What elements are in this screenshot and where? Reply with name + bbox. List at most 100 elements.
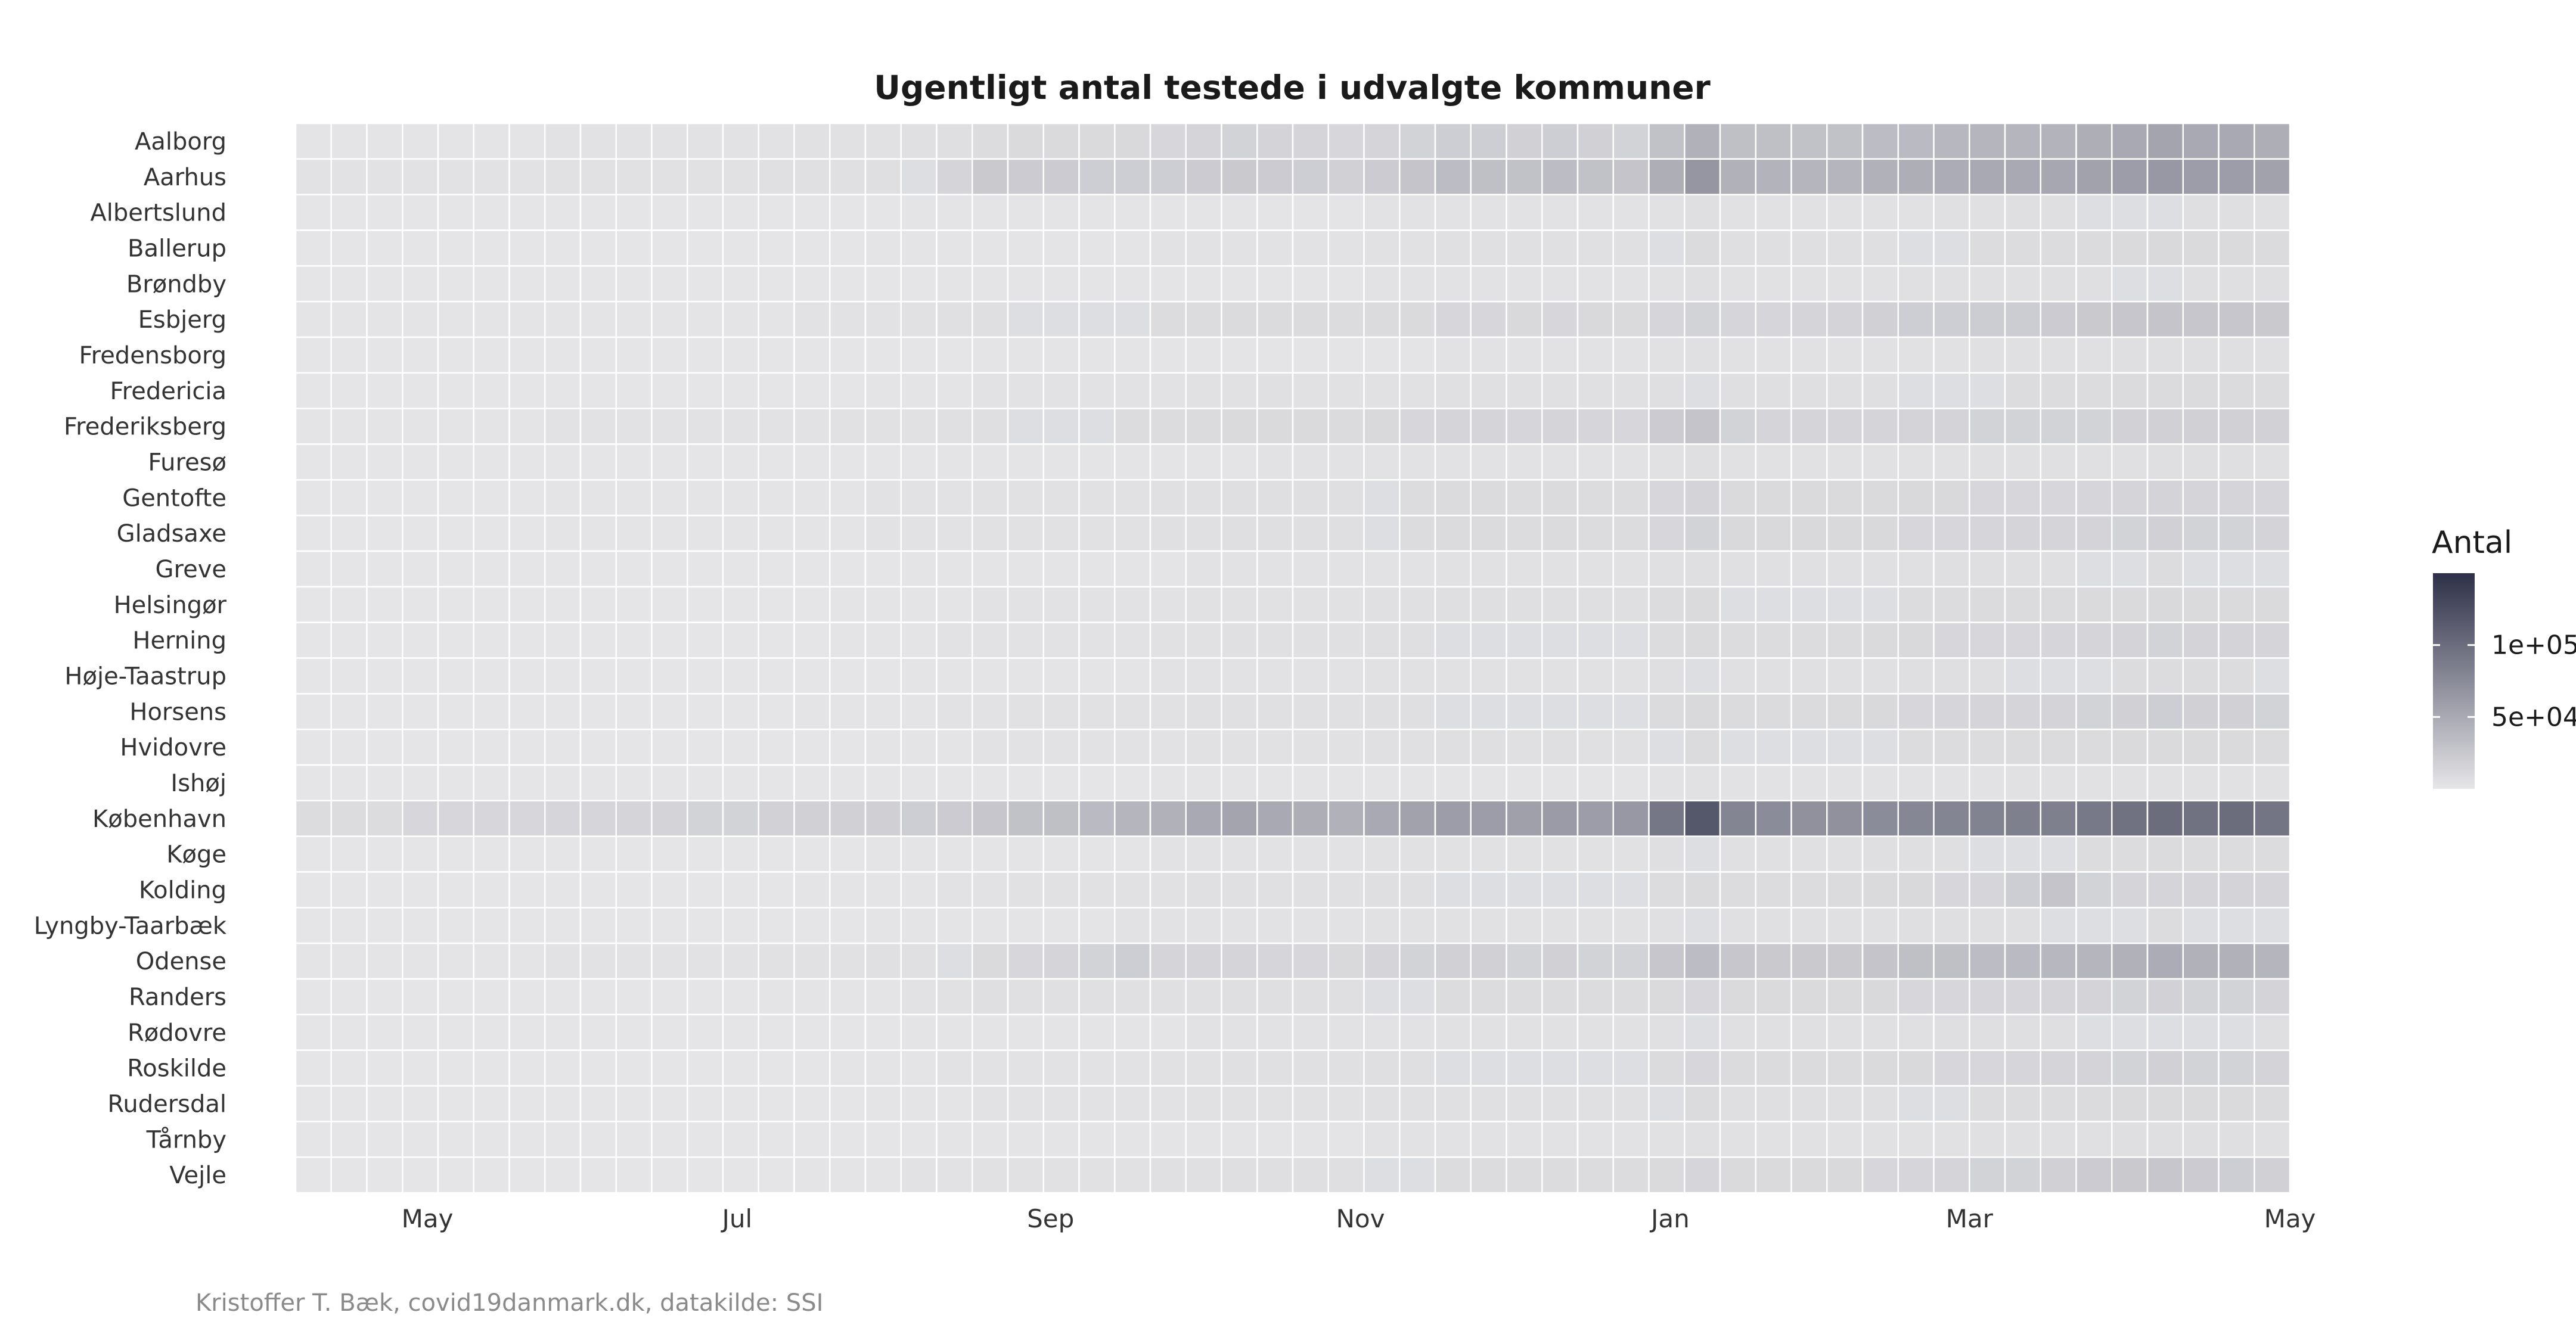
heatmap-cell: [2218, 835, 2255, 873]
heatmap-cell: [1684, 408, 1721, 445]
heatmap-cell: [2075, 514, 2113, 552]
heatmap-cell: [1042, 942, 1080, 980]
x-axis-labels: May Jul Sep Nov Jan Mar May: [402, 1204, 2316, 1233]
heatmap-cell: [936, 158, 973, 195]
heatmap-cell: [2040, 194, 2077, 231]
heatmap-cell: [758, 1013, 795, 1051]
heatmap-cell: [402, 1013, 439, 1051]
heatmap-cell: [1292, 871, 1329, 909]
heatmap-cell: [1684, 1049, 1721, 1087]
heatmap-cell: [2075, 265, 2113, 303]
heatmap-cell: [793, 800, 831, 837]
heatmap-cell: [473, 372, 510, 409]
heatmap-cell: [402, 871, 439, 909]
heatmap-cell: [1470, 693, 1507, 730]
heatmap-cell: [330, 372, 368, 409]
heatmap-cell: [544, 443, 582, 481]
heatmap-cell: [1755, 1156, 1792, 1194]
heatmap-cell: [1755, 1049, 1792, 1087]
heatmap-cell: [366, 657, 404, 695]
heatmap-cell: [1648, 1121, 1686, 1158]
heatmap-cell: [1541, 479, 1579, 517]
y-axis-label: Horsens: [129, 698, 226, 726]
heatmap-cell: [1790, 693, 1828, 730]
heatmap-cell: [1897, 1049, 1935, 1087]
heatmap-cell: [330, 300, 368, 338]
heatmap-cell: [829, 550, 867, 588]
heatmap-cell: [1969, 1049, 2006, 1087]
heatmap-cell: [1221, 1121, 1258, 1158]
heatmap-cell: [579, 1121, 617, 1158]
heatmap-cell: [2075, 194, 2113, 231]
heatmap-cell: [544, 835, 582, 873]
heatmap-cell: [722, 194, 759, 231]
heatmap-cell: [437, 229, 474, 267]
heatmap-cell: [1684, 336, 1721, 374]
heatmap-cell: [1221, 265, 1258, 303]
heatmap-cell: [579, 693, 617, 730]
heatmap-cell: [793, 835, 831, 873]
heatmap-cell: [2004, 550, 2041, 588]
heatmap-cell: [1078, 907, 1116, 944]
heatmap-cell: [1434, 443, 1472, 481]
heatmap-cell: [294, 871, 332, 909]
heatmap-cell: [864, 1156, 902, 1194]
heatmap-cell: [722, 621, 759, 659]
heatmap-cell: [366, 1049, 404, 1087]
heatmap-cell: [936, 871, 973, 909]
heatmap-cell: [1897, 443, 1935, 481]
heatmap-cell: [402, 978, 439, 1016]
heatmap-cell: [722, 300, 759, 338]
legend-tick-label: 1e+05: [2491, 630, 2576, 661]
heatmap-cell: [1363, 514, 1401, 552]
heatmap-cell: [1541, 1049, 1579, 1087]
heatmap-cell: [294, 300, 332, 338]
heatmap-cell: [1363, 158, 1401, 195]
heatmap-cell: [1221, 229, 1258, 267]
heatmap-cell: [2111, 657, 2149, 695]
heatmap-cell: [1576, 800, 1614, 837]
heatmap-cell: [508, 1049, 546, 1087]
heatmap-cell: [2040, 764, 2077, 802]
heatmap-cell: [2004, 800, 2041, 837]
heatmap-cell: [1256, 728, 1294, 766]
heatmap-cell: [1185, 408, 1222, 445]
heatmap-cell: [2075, 122, 2113, 160]
heatmap-cell: [1078, 728, 1116, 766]
legend-colorbar: [2433, 573, 2475, 789]
heatmap-cell: [793, 550, 831, 588]
heatmap-cell: [1541, 586, 1579, 623]
heatmap-cell: [758, 1049, 795, 1087]
heatmap-cell: [2218, 550, 2255, 588]
heatmap-cell: [1434, 800, 1472, 837]
heatmap-cell: [2254, 372, 2291, 409]
heatmap-cell: [1969, 800, 2006, 837]
heatmap-cell: [758, 1156, 795, 1194]
heatmap-cell: [1221, 122, 1258, 160]
heatmap-cell: [330, 1013, 368, 1051]
heatmap-cell: [1576, 122, 1614, 160]
heatmap-cell: [1612, 1013, 1650, 1051]
heatmap-cell: [508, 443, 546, 481]
heatmap-cell: [1042, 657, 1080, 695]
heatmap-cell: [437, 800, 474, 837]
heatmap-cell: [1185, 372, 1222, 409]
heatmap-cell: [1861, 907, 1899, 944]
heatmap-cell: [366, 621, 404, 659]
heatmap-cell: [972, 764, 1009, 802]
heatmap-cell: [900, 978, 938, 1016]
heatmap-cell: [437, 372, 474, 409]
heatmap-cell: [829, 1156, 867, 1194]
heatmap-cell: [294, 586, 332, 623]
heatmap-cell: [1576, 942, 1614, 980]
heatmap-cell: [2075, 1013, 2113, 1051]
heatmap-cell: [1292, 336, 1329, 374]
heatmap-cell: [900, 1121, 938, 1158]
heatmap-cell: [1861, 1121, 1899, 1158]
heatmap-cell: [437, 194, 474, 231]
heatmap-cell: [1042, 693, 1080, 730]
heatmap-cell: [2075, 158, 2113, 195]
heatmap-cell: [793, 265, 831, 303]
heatmap-cell: [1969, 1156, 2006, 1194]
heatmap-cell: [2111, 479, 2149, 517]
